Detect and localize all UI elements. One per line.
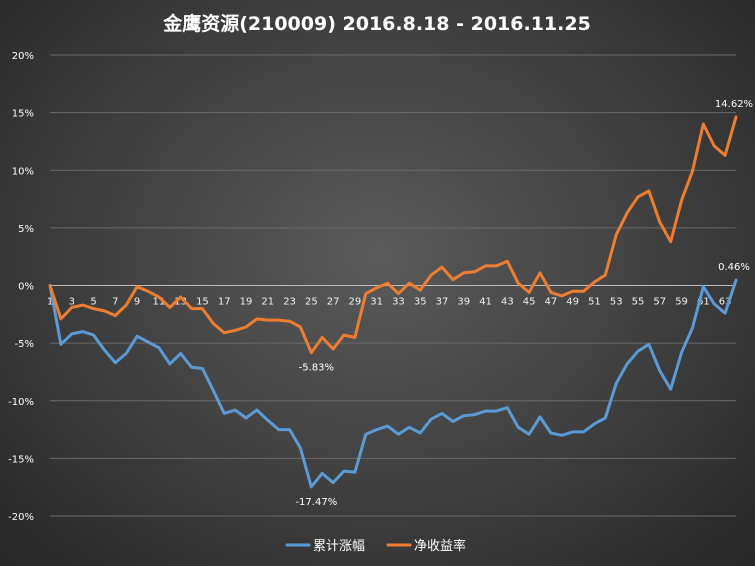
- data-labels: -5.83% -17.47% 14.62% 0.46%: [295, 99, 753, 508]
- x-tick-label: 7: [112, 297, 118, 308]
- chart-title: 金鹰资源(210009) 2016.8.18 - 2016.11.25: [162, 12, 591, 35]
- legend: 累计涨幅 净收益率: [285, 538, 466, 554]
- x-tick-label: 19: [240, 297, 253, 308]
- x-tick-label: 11: [153, 297, 166, 308]
- x-tick-label: 41: [479, 297, 492, 308]
- x-tick-label: 23: [283, 297, 296, 308]
- x-tick-label: 35: [414, 297, 427, 308]
- x-tick-label: 17: [218, 297, 231, 308]
- series-line-1: [48, 115, 738, 355]
- y-tick-label: -5%: [15, 339, 34, 350]
- x-tick-label: 15: [196, 297, 209, 308]
- legend-label-0: 累计涨幅: [313, 539, 365, 554]
- data-label: 0.46%: [718, 262, 750, 273]
- x-tick-label: 57: [653, 297, 666, 308]
- x-tick-label: 13: [174, 297, 187, 308]
- x-tick-label: 47: [545, 297, 558, 308]
- y-tick-label: 0%: [18, 282, 34, 293]
- x-tick-label: 1: [47, 297, 53, 308]
- y-tick-label: -15%: [8, 454, 34, 465]
- y-tick-label: -20%: [8, 512, 34, 523]
- x-tick-label: 9: [134, 297, 140, 308]
- x-tick-label: 49: [566, 297, 579, 308]
- y-axis-tick-labels: 20% 15% 10% 5% 0% -5% -10% -15% -20%: [8, 51, 34, 523]
- y-tick-label: 10%: [12, 166, 34, 177]
- data-label: -17.47%: [295, 497, 337, 508]
- x-tick-label: 63: [719, 297, 732, 308]
- x-tick-label: 61: [697, 297, 710, 308]
- data-label: -5.83%: [299, 363, 334, 374]
- x-tick-label: 29: [349, 297, 362, 308]
- x-tick-label: 5: [90, 297, 96, 308]
- x-tick-label: 27: [327, 297, 340, 308]
- y-tick-label: 15%: [12, 109, 34, 120]
- x-tick-label: 51: [588, 297, 601, 308]
- series-lines: [48, 115, 738, 489]
- series-line-0: [48, 278, 738, 489]
- x-tick-label: 3: [69, 297, 75, 308]
- legend-label-1: 净收益率: [414, 538, 466, 554]
- y-tick-label: 20%: [12, 51, 34, 62]
- x-tick-label: 45: [523, 297, 536, 308]
- x-tick-label: 59: [675, 297, 688, 308]
- x-tick-label: 55: [632, 297, 645, 308]
- y-tick-label: 5%: [18, 224, 34, 235]
- x-tick-label: 37: [436, 297, 449, 308]
- x-tick-label: 31: [370, 297, 383, 308]
- y-tick-label: -10%: [8, 397, 34, 408]
- x-tick-label: 21: [261, 297, 274, 308]
- data-label: 14.62%: [715, 99, 753, 110]
- gridlines: [50, 54, 736, 517]
- x-tick-label: 33: [392, 297, 405, 308]
- x-tick-label: 39: [457, 297, 470, 308]
- x-tick-label: 53: [610, 297, 623, 308]
- x-tick-label: 43: [501, 297, 514, 308]
- x-axis-tick-labels: 1 3 5 7 9 11 13 15 17 19 21 23 25 27 29 31 33 35 37 39 41 43 4…: [47, 297, 732, 308]
- x-tick-label: 25: [305, 297, 318, 308]
